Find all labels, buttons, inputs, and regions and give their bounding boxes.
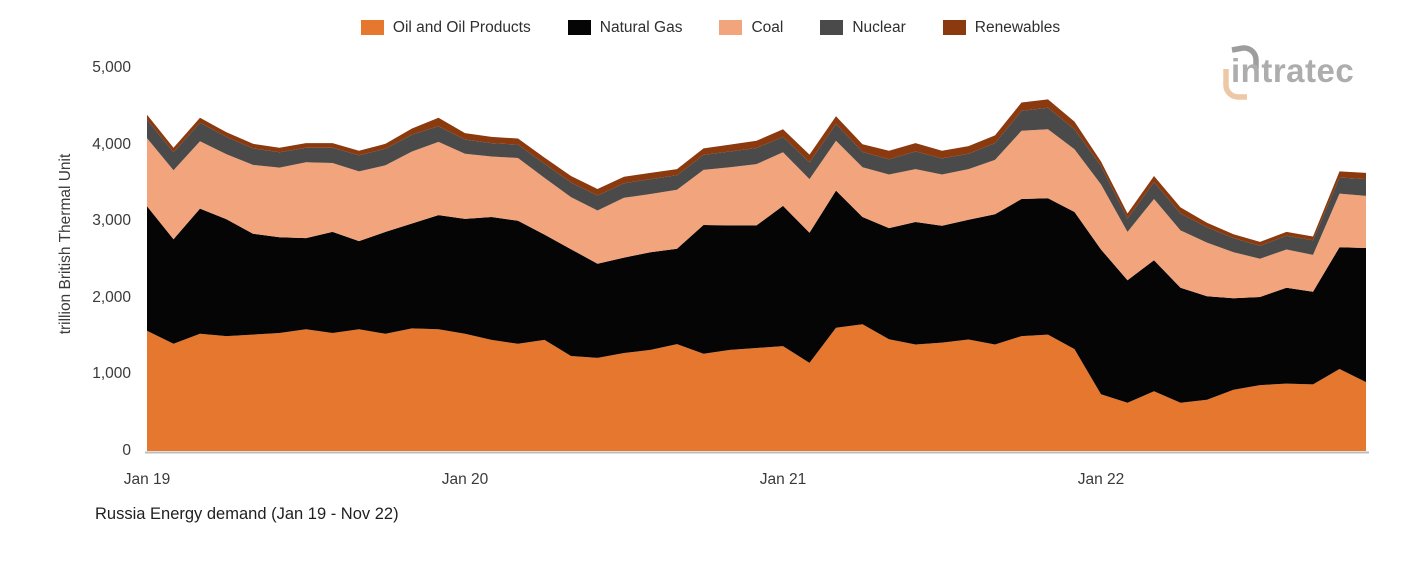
y-tick-label-3000: 3,000 bbox=[92, 212, 131, 230]
intratec-logo-mark bbox=[1223, 45, 1259, 100]
x-tick-label-jan-20: Jan 20 bbox=[441, 471, 489, 488]
legend-label-nuclear: Nuclear bbox=[852, 19, 906, 36]
legend-swatch-natural-gas bbox=[567, 20, 591, 36]
legend-item-renewables: Renewables bbox=[942, 19, 1061, 36]
legend-swatch-nuclear bbox=[820, 20, 844, 36]
y-axis-title: trillion British Thermal Unit bbox=[57, 153, 74, 335]
y-tick-label-0: 0 bbox=[122, 442, 131, 459]
legend-item-natural-gas: Natural Gas bbox=[567, 19, 683, 36]
area-natural-gas bbox=[147, 190, 1366, 403]
area-coal bbox=[147, 129, 1366, 299]
legend-swatch-renewables bbox=[942, 20, 966, 36]
legend-label-renewables: Renewables bbox=[974, 19, 1061, 36]
logo-arc-top bbox=[1231, 45, 1259, 69]
logo-text: intratec bbox=[1231, 52, 1355, 89]
x-tick-label-jan-22: Jan 22 bbox=[1077, 471, 1125, 488]
y-tick-label-2000: 2,000 bbox=[92, 288, 131, 306]
legend-item-coal: Coal bbox=[719, 20, 783, 36]
intratec-logo: intratec bbox=[1205, 40, 1375, 105]
y-tick-label-1000: 1,000 bbox=[92, 365, 131, 383]
y-tick-label-5000: 5,000 bbox=[92, 59, 131, 76]
legend-label-natural-gas: Natural Gas bbox=[599, 19, 683, 36]
chart-legend: Oil and Oil Products Natural Gas Coal Nucle… bbox=[10, 20, 1401, 36]
logo-arc-bottom bbox=[1223, 69, 1247, 100]
area-nuclear bbox=[147, 107, 1366, 259]
x-tick-label-jan-21: Jan 21 bbox=[759, 471, 807, 488]
y-tick-label-4000: 4,000 bbox=[92, 135, 131, 153]
x-tick-label-jan-19: Jan 19 bbox=[123, 471, 171, 488]
legend-label-oil-and-oil-products: Oil and Oil Products bbox=[392, 19, 531, 36]
chart-caption: Russia Energy demand (Jan 19 - Nov 22) bbox=[95, 505, 399, 523]
area-oil-and-oil-products bbox=[147, 324, 1366, 451]
legend-swatch-coal bbox=[719, 20, 743, 36]
legend-item-oil-and-oil-products: Oil and Oil Products bbox=[360, 19, 531, 36]
legend-label-coal: Coal bbox=[751, 19, 784, 36]
legend-swatch-oil-and-oil-products bbox=[360, 20, 384, 36]
legend-item-nuclear: Nuclear bbox=[820, 19, 906, 36]
